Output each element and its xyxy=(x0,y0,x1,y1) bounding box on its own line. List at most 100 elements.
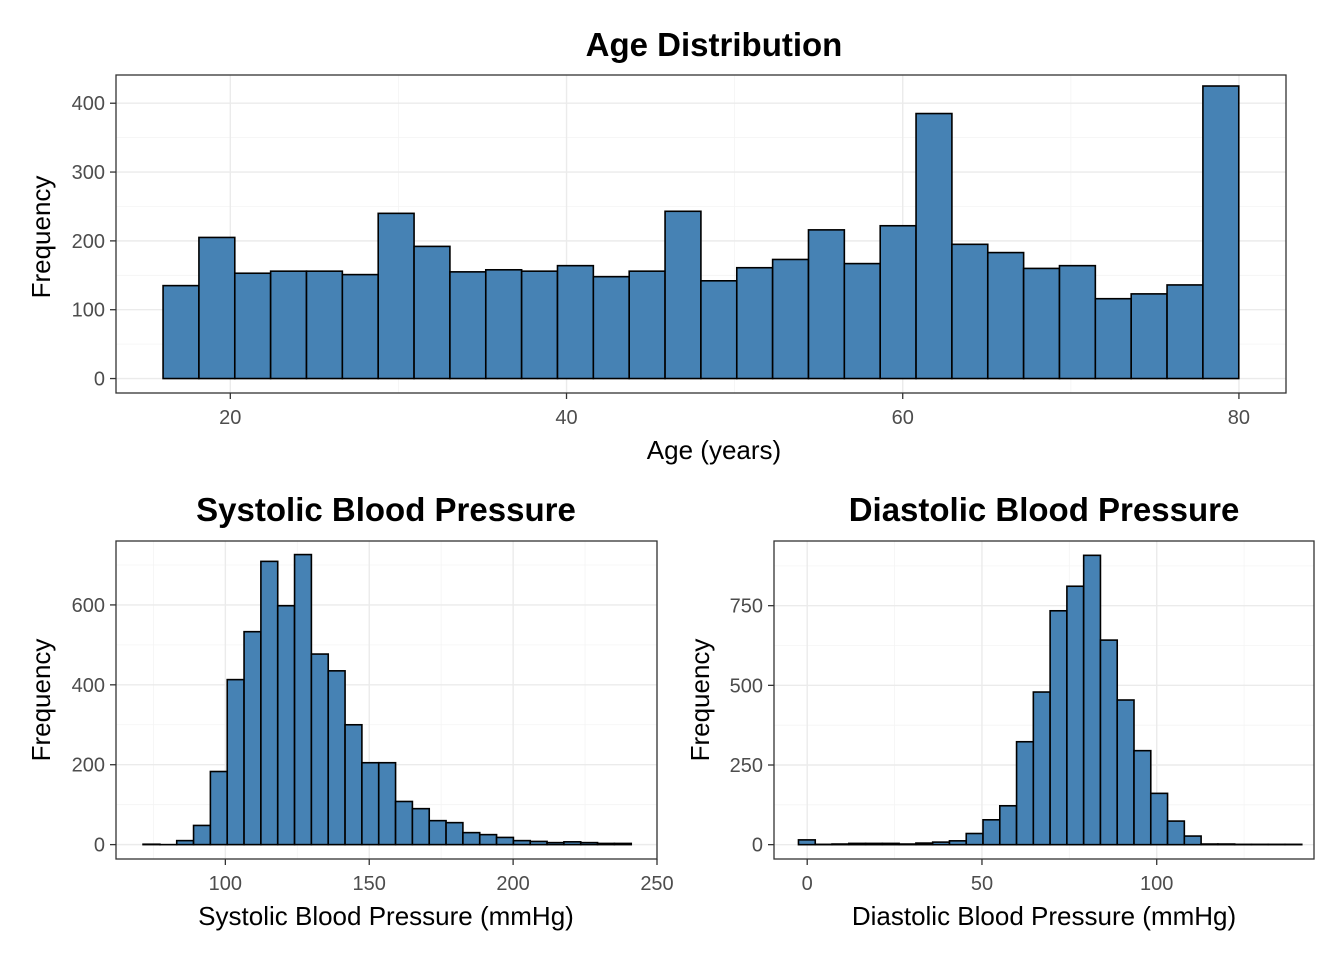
diastolic-x-tick-label: 0 xyxy=(802,873,813,895)
age-x-tick-label: 60 xyxy=(892,407,914,429)
age-bar xyxy=(951,243,989,380)
systolic-x-axis-title: Systolic Blood Pressure (mmHg) xyxy=(198,901,574,931)
systolic-bar xyxy=(276,604,296,846)
diastolic-bar xyxy=(1116,699,1135,846)
age-x-tick-label: 40 xyxy=(555,407,577,429)
age-y-tick-label: 100 xyxy=(72,300,105,322)
systolic-bar xyxy=(377,761,397,846)
systolic-y-tick-label: 600 xyxy=(72,595,105,617)
diastolic-bar xyxy=(864,842,884,846)
age-bar xyxy=(628,270,666,380)
systolic-bar xyxy=(175,839,195,846)
diastolic-bars xyxy=(797,554,1303,846)
systolic-y-axis-title: Frequency xyxy=(26,639,56,762)
age-x-tick-label: 20 xyxy=(219,407,241,429)
systolic-plot-area: 100 150 200 250 0 200 400 600 xyxy=(72,540,674,895)
age-y-axis-title: Frequency xyxy=(26,176,56,299)
age-chart-title: Age Distribution xyxy=(586,26,843,63)
diastolic-bar xyxy=(1032,691,1051,846)
systolic-histogram-panel: Systolic Blood Pressure 100 150 200 250 0 200… xyxy=(26,491,674,931)
diastolic-bar xyxy=(831,843,850,846)
age-bar xyxy=(592,275,631,380)
age-bar xyxy=(1130,293,1168,380)
age-bar xyxy=(1022,267,1061,380)
age-y-tick-label: 200 xyxy=(72,231,105,253)
diastolic-bar xyxy=(1099,639,1119,846)
age-bars xyxy=(162,85,1240,380)
age-x-axis-title: Age (years) xyxy=(647,435,781,465)
diastolic-bar xyxy=(948,840,968,846)
diastolic-bar xyxy=(1183,835,1202,846)
age-bar xyxy=(879,224,917,380)
age-bar xyxy=(1202,85,1240,380)
age-bar xyxy=(1094,297,1132,380)
age-panel-border xyxy=(115,74,1287,394)
diastolic-bar xyxy=(1082,554,1102,846)
diastolic-bar xyxy=(998,804,1018,846)
diastolic-bar xyxy=(881,842,900,846)
systolic-x-tick-label: 200 xyxy=(496,873,529,895)
age-y-tick-label: 400 xyxy=(72,93,105,115)
age-plot-area: 20 40 60 80 0 100 200 300 400 xyxy=(72,74,1287,429)
diastolic-bar xyxy=(1049,609,1068,846)
diastolic-bar xyxy=(982,819,1001,846)
systolic-bar xyxy=(579,841,599,846)
age-bar xyxy=(735,266,774,380)
age-bar xyxy=(269,270,308,380)
systolic-bar xyxy=(512,839,532,846)
diastolic-y-tick-label: 500 xyxy=(730,675,763,697)
systolic-bar xyxy=(327,670,346,846)
diastolic-x-tick-label: 100 xyxy=(1140,873,1173,895)
diastolic-bar xyxy=(847,842,867,846)
systolic-y-tick-label: 200 xyxy=(72,755,105,777)
age-bar xyxy=(771,258,810,380)
age-bar xyxy=(377,212,415,380)
diastolic-x-axis-title: Diastolic Blood Pressure (mmHg) xyxy=(852,901,1236,931)
diastolic-panel-border xyxy=(773,540,1315,860)
systolic-bar xyxy=(411,807,431,846)
diastolic-bar xyxy=(915,842,934,846)
systolic-bar xyxy=(192,824,212,846)
age-bar xyxy=(664,210,702,380)
systolic-bar xyxy=(394,800,414,846)
diastolic-y-tick-label: 250 xyxy=(730,755,763,777)
systolic-y-tick-label: 400 xyxy=(72,675,105,697)
systolic-bar xyxy=(243,630,262,846)
diastolic-bar xyxy=(965,832,984,846)
diastolic-y-tick-label: 750 xyxy=(730,596,763,618)
age-bar xyxy=(449,271,487,380)
age-bar xyxy=(1166,284,1204,380)
systolic-x-tick-label: 150 xyxy=(353,873,386,895)
age-bar xyxy=(341,273,380,380)
age-bar xyxy=(413,245,451,380)
systolic-bars xyxy=(142,553,633,846)
systolic-bar xyxy=(546,841,565,846)
age-axis-ticks: 20 40 60 80 0 100 200 300 400 xyxy=(72,93,1250,429)
diastolic-bar xyxy=(1217,843,1236,846)
diastolic-y-axis-title: Frequency xyxy=(685,639,715,762)
systolic-bar xyxy=(563,841,582,846)
systolic-bar xyxy=(361,761,380,846)
systolic-bar xyxy=(478,833,498,846)
diastolic-bar xyxy=(1200,843,1219,846)
age-bar xyxy=(556,264,595,380)
diastolic-plot-area: 0 50 100 0 250 500 750 xyxy=(730,540,1315,895)
systolic-bar xyxy=(226,678,245,846)
age-y-tick-label: 300 xyxy=(72,162,105,184)
systolic-bar xyxy=(260,560,279,846)
systolic-bar xyxy=(344,723,363,846)
systolic-chart-title: Systolic Blood Pressure xyxy=(196,491,576,528)
diastolic-bar xyxy=(1149,792,1169,846)
diastolic-chart-title: Diastolic Blood Pressure xyxy=(849,491,1240,528)
systolic-x-tick-label: 100 xyxy=(209,873,242,895)
diastolic-bar xyxy=(1015,740,1035,846)
age-bar xyxy=(915,112,953,380)
age-bar xyxy=(843,262,881,380)
diastolic-bar xyxy=(797,839,817,846)
age-bar xyxy=(162,284,200,380)
age-bar xyxy=(198,236,236,380)
diastolic-x-tick-label: 50 xyxy=(971,873,993,895)
diastolic-bar xyxy=(1133,749,1152,846)
age-bar xyxy=(700,280,738,380)
